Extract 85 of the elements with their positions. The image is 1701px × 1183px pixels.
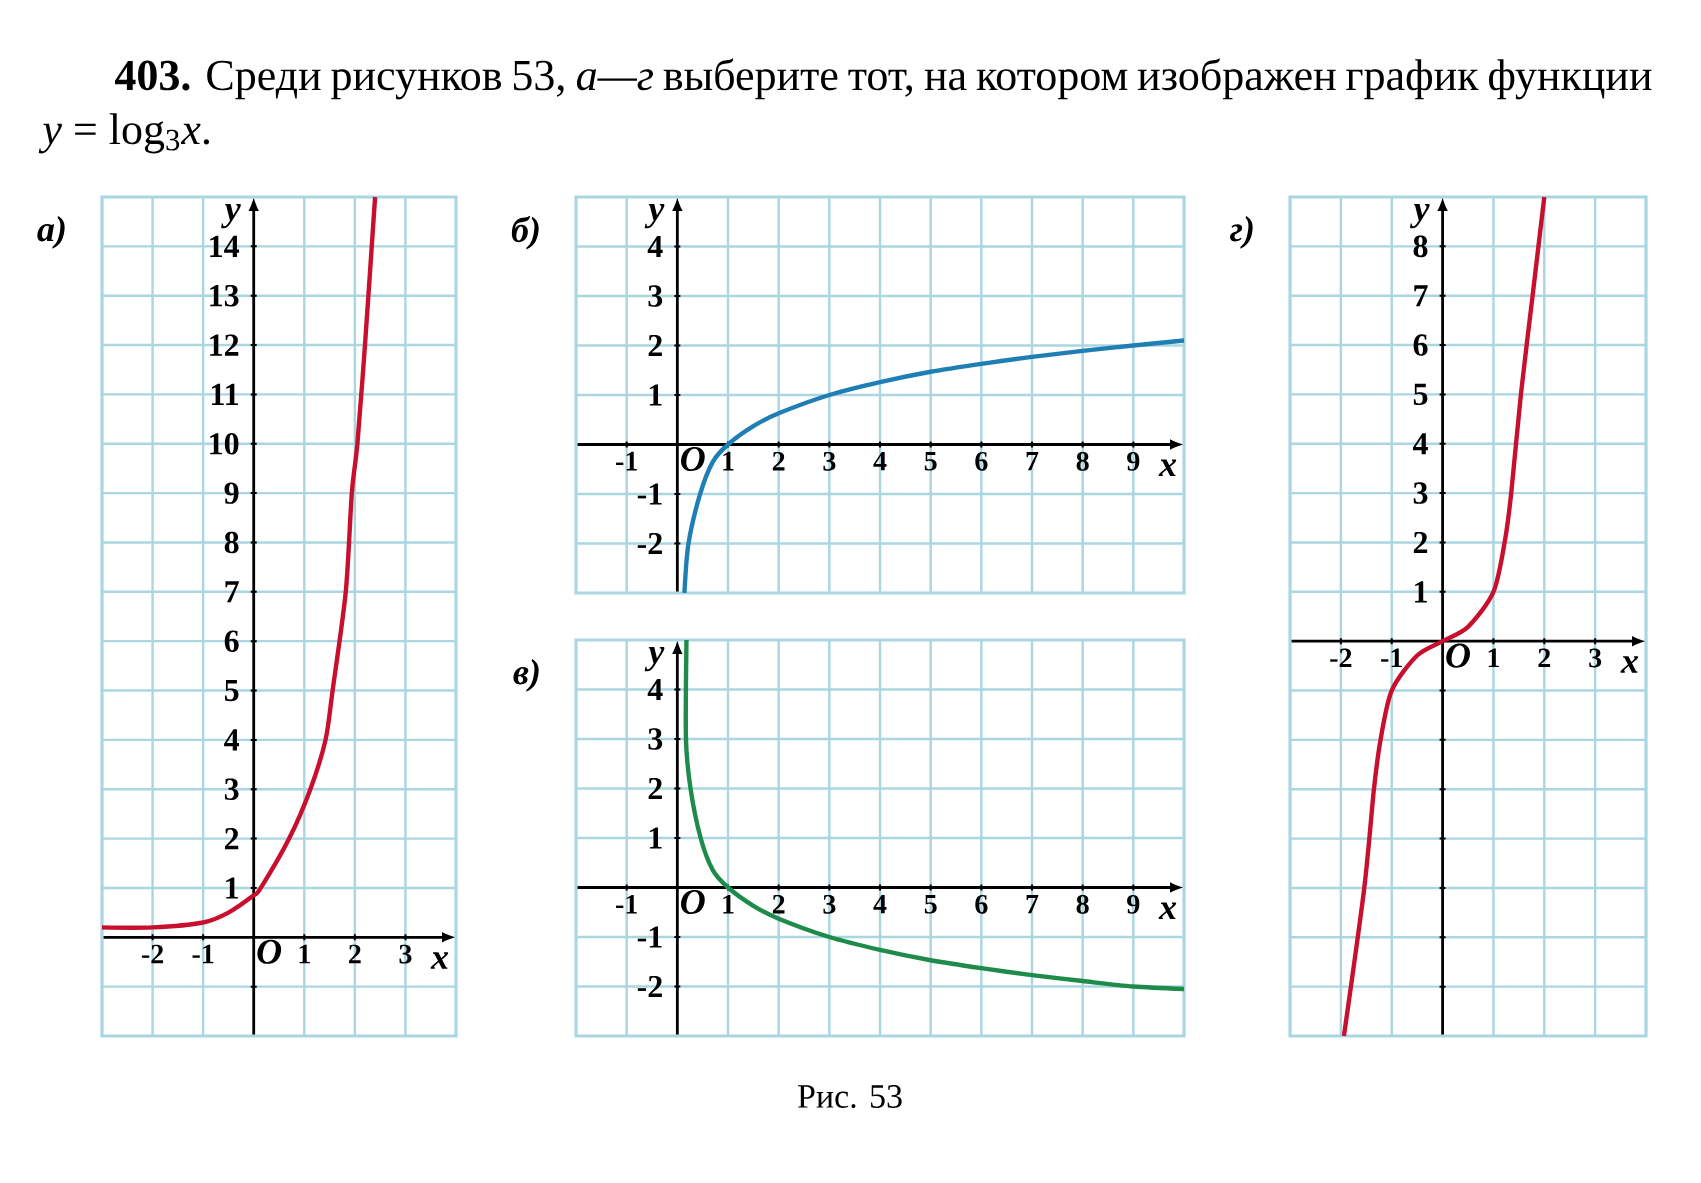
x-tick-label: 7: [1026, 451, 1039, 471]
y-tick-label: 4: [647, 235, 663, 258]
x-tick-label: 1: [299, 944, 310, 964]
y-tick-label: -1: [637, 483, 662, 505]
y-tick-label: 10: [210, 432, 239, 455]
line-series: [99, 194, 378, 930]
chart-title: б): [511, 216, 539, 250]
y-tick-label: 2: [648, 777, 662, 800]
x-tick-label: 2: [1538, 648, 1551, 668]
y-axis-title: y: [644, 646, 665, 672]
y-tick-label: -2: [637, 975, 662, 998]
chart-title: г): [1229, 216, 1253, 249]
x-tick-label: 5: [924, 451, 937, 471]
y-tick-label: 6: [1413, 334, 1428, 356]
y-tick-label: 8: [1413, 235, 1428, 258]
y-axis-title: y: [1409, 203, 1430, 229]
y-tick-label: 11: [211, 383, 238, 405]
y-tick-label: 7: [225, 581, 239, 603]
x-tick-label: 6: [975, 894, 988, 914]
y-tick-label: 1: [226, 877, 238, 899]
line-series: [682, 338, 1187, 596]
y-tick-label: 8: [224, 531, 239, 554]
x-tick-label: 6: [975, 451, 988, 471]
y-tick-label: 2: [1413, 531, 1428, 554]
y-tick-label: 1: [649, 384, 662, 406]
y-tick-label: 13: [210, 284, 239, 307]
x-tick-label: 9: [1127, 451, 1140, 471]
chart-title: в): [513, 659, 539, 692]
y-tick-label: 1: [649, 827, 662, 849]
x-tick-label: 2: [349, 944, 361, 964]
text: Рис. 53: [797, 1085, 902, 1109]
x-tick-label: -1: [192, 944, 214, 964]
annotation: O: [681, 889, 705, 915]
annotation: O: [1446, 643, 1470, 668]
x-tick-label: 2: [772, 894, 785, 914]
x-tick-label: -1: [1381, 648, 1402, 668]
x-axis-title: x: [430, 952, 449, 969]
x-axis-title: x: [1620, 656, 1639, 673]
x-tick-label: -1: [616, 894, 637, 914]
x-tick-label: 7: [1026, 894, 1039, 914]
x-tick-label: 4: [873, 894, 887, 914]
y-tick-label: -1: [637, 926, 662, 948]
y-tick-label: 14: [210, 235, 240, 257]
y-tick-label: 5: [1413, 383, 1428, 406]
annotation: O: [681, 446, 705, 472]
y-axis-title: y: [644, 203, 665, 229]
y-tick-label: 3: [1413, 482, 1428, 504]
y-tick-label: -2: [637, 532, 662, 555]
x-axis-title: x: [1158, 459, 1177, 477]
y-tick-label: 2: [648, 334, 662, 357]
y-tick-label: 3: [648, 285, 663, 307]
x-tick-label: 1: [723, 894, 734, 914]
x-tick-label: 3: [399, 944, 412, 964]
x-tick-label: 2: [772, 451, 785, 471]
x-tick-label: 8: [1076, 894, 1089, 914]
y-tick-label: 12: [210, 334, 239, 356]
x-tick-label: 1: [723, 451, 734, 471]
annotation: O: [257, 939, 282, 964]
y-tick-label: 6: [224, 630, 239, 652]
x-tick-label: 8: [1076, 451, 1089, 471]
y-tick-label: 5: [224, 679, 239, 702]
x-tick-label: -2: [141, 944, 164, 964]
x-tick-label: 9: [1127, 894, 1140, 914]
y-tick-label: 4: [1412, 433, 1428, 455]
y-tick-label: 7: [1414, 285, 1428, 307]
x-tick-label: 5: [924, 894, 937, 914]
y-tick-label: 9: [224, 482, 239, 504]
x-tick-label: 3: [823, 451, 836, 471]
line-series: [683, 637, 1187, 992]
x-tick-label: 1: [1488, 648, 1499, 668]
x-tick-label: -1: [616, 451, 637, 471]
chart-title: а): [37, 216, 65, 249]
y-tick-label: 4: [224, 729, 240, 751]
x-tick-label: 4: [873, 451, 887, 471]
x-tick-label: 3: [1589, 648, 1602, 668]
y-tick-label: 4: [647, 678, 663, 701]
y-axis-title: y: [221, 203, 241, 229]
y-tick-label: 3: [648, 728, 663, 750]
x-axis-title: x: [1158, 902, 1177, 920]
x-tick-label: -2: [1330, 648, 1352, 668]
y-tick-label: 3: [224, 778, 239, 800]
x-tick-label: 3: [823, 894, 836, 914]
y-tick-label: 2: [225, 828, 239, 850]
text: 403. Среди рисунков 53, а—г выберите тот, на котором изображен график функции y = log$_{3}$x.: [38, 58, 1652, 154]
y-tick-label: 1: [1415, 581, 1427, 603]
